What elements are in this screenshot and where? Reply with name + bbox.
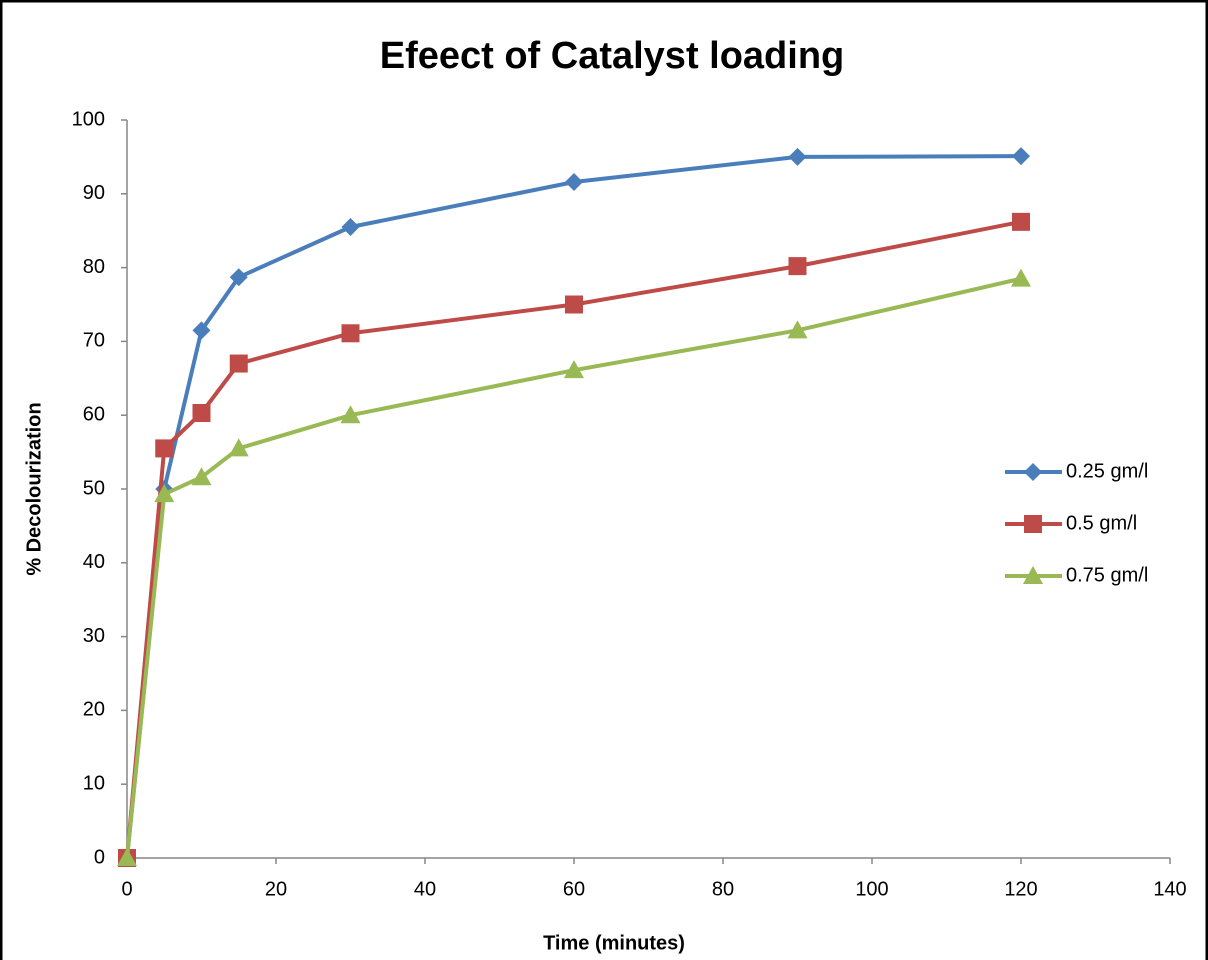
x-tick-label: 40 bbox=[414, 878, 436, 900]
marker bbox=[340, 405, 361, 424]
marker bbox=[788, 147, 807, 166]
marker bbox=[1023, 566, 1043, 584]
marker bbox=[1012, 212, 1030, 231]
marker bbox=[1012, 147, 1030, 166]
legend-label: 0.75 gm/l bbox=[1066, 564, 1148, 586]
legend-label: 0.5 gm/l bbox=[1066, 512, 1137, 534]
marker bbox=[154, 484, 175, 503]
x-axis-label: Time (minutes) bbox=[543, 932, 685, 954]
x-tick-label: 120 bbox=[1004, 878, 1037, 900]
marker bbox=[1024, 463, 1042, 481]
marker bbox=[1024, 515, 1042, 533]
y-tick-label: 90 bbox=[83, 182, 105, 204]
marker bbox=[1011, 268, 1031, 287]
marker bbox=[229, 268, 248, 287]
marker bbox=[788, 257, 807, 276]
x-tick-label: 0 bbox=[121, 878, 132, 900]
series-line bbox=[125, 276, 1022, 859]
x-tick-label: 60 bbox=[563, 878, 585, 900]
marker bbox=[192, 321, 211, 340]
marker bbox=[341, 324, 360, 343]
y-tick-label: 30 bbox=[83, 625, 105, 647]
y-tick-label: 20 bbox=[83, 699, 105, 721]
y-axis-label: % Decolourization bbox=[23, 402, 45, 575]
marker bbox=[565, 295, 583, 314]
legend-label: 0.25 gm/l bbox=[1066, 460, 1148, 482]
y-tick-label: 40 bbox=[83, 551, 105, 573]
marker bbox=[787, 320, 808, 339]
chart-title: Efeect of Catalyst loading bbox=[380, 35, 845, 77]
y-tick-label: 60 bbox=[83, 403, 105, 425]
y-tick-label: 70 bbox=[83, 330, 105, 352]
x-tick-label: 80 bbox=[712, 878, 734, 900]
x-tick-label: 140 bbox=[1153, 878, 1186, 900]
marker bbox=[191, 467, 212, 486]
marker bbox=[229, 354, 248, 373]
marker bbox=[565, 172, 583, 191]
x-tick-label: 100 bbox=[855, 878, 888, 900]
y-tick-label: 80 bbox=[83, 256, 105, 278]
marker bbox=[117, 848, 137, 866]
y-tick-label: 50 bbox=[83, 477, 105, 499]
marker bbox=[564, 360, 584, 379]
y-tick-label: 100 bbox=[72, 108, 105, 130]
y-tick-label: 0 bbox=[94, 846, 105, 868]
x-tick-label: 20 bbox=[265, 878, 287, 900]
marker bbox=[155, 439, 174, 458]
marker bbox=[192, 403, 211, 422]
marker bbox=[228, 438, 249, 457]
y-tick-label: 10 bbox=[83, 772, 105, 794]
marker bbox=[341, 218, 360, 237]
series-line bbox=[125, 154, 1022, 859]
